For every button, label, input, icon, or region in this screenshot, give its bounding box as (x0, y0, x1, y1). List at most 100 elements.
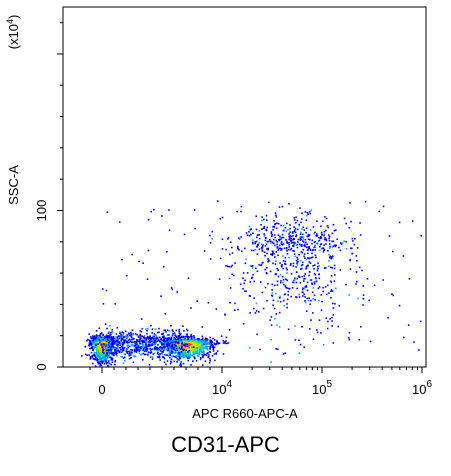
event-dot (165, 348, 167, 351)
event-dot (283, 283, 285, 286)
event-dot (92, 358, 95, 360)
event-dot (300, 264, 303, 267)
event-dot (196, 341, 198, 343)
event-dot (315, 280, 318, 282)
event-dot (168, 344, 171, 347)
event-dot (267, 247, 269, 250)
event-dot (112, 336, 115, 338)
event-dot (121, 338, 124, 341)
event-dot (179, 357, 182, 360)
event-dot (143, 341, 146, 343)
event-dot (270, 316, 273, 318)
event-dot (271, 241, 274, 244)
event-dot (184, 335, 187, 338)
event-dot (258, 237, 261, 240)
event-dot (93, 343, 95, 345)
event-dot (106, 339, 109, 341)
event-dot (273, 226, 275, 228)
event-dot (245, 232, 248, 234)
event-dot (208, 354, 210, 356)
event-dot (332, 342, 335, 344)
event-dot (170, 287, 173, 289)
event-dot (231, 264, 234, 267)
event-dot (102, 339, 105, 341)
event-dot (332, 314, 335, 316)
event-dot (320, 231, 323, 234)
event-dot (322, 286, 324, 289)
event-dot (195, 344, 198, 346)
event-dot (351, 237, 354, 240)
event-dot (162, 340, 165, 342)
event-dot (304, 300, 306, 302)
event-dot (193, 338, 196, 341)
event-dot (275, 251, 277, 253)
event-dot (327, 320, 329, 323)
event-dot (88, 354, 90, 356)
event-dot (303, 278, 305, 281)
event-dot (160, 295, 162, 297)
event-dot (301, 218, 303, 220)
event-dot (286, 222, 288, 225)
event-dot (280, 280, 282, 282)
event-dot (160, 337, 162, 340)
event-dot (181, 355, 183, 358)
event-dot (255, 245, 258, 248)
event-dot (272, 250, 274, 253)
event-dot (84, 345, 87, 348)
event-dot (297, 241, 299, 243)
event-dot (163, 340, 166, 342)
event-dot (312, 338, 315, 340)
event-dot (174, 334, 176, 336)
event-dot (109, 342, 112, 345)
event-dot (197, 355, 200, 357)
event-dot (229, 253, 231, 256)
event-dots (81, 200, 422, 367)
event-dot (194, 343, 197, 345)
event-dot (293, 226, 295, 228)
event-dot (172, 355, 175, 357)
event-dot (169, 354, 171, 357)
event-dot (272, 299, 275, 302)
event-dot (179, 348, 182, 350)
event-dot (135, 347, 137, 349)
event-dot (179, 363, 182, 365)
event-dot (179, 333, 181, 336)
event-dot (294, 255, 296, 258)
event-dot (145, 347, 147, 349)
event-dot (348, 338, 351, 341)
event-dot (218, 342, 221, 344)
event-dot (345, 248, 348, 250)
event-dot (92, 339, 95, 342)
event-dot (210, 339, 212, 342)
event-dot (133, 350, 136, 353)
event-dot (107, 335, 109, 337)
event-dot (130, 341, 133, 344)
event-dot (348, 294, 350, 296)
event-dot (289, 248, 292, 251)
event-dot (123, 336, 126, 338)
event-dot (293, 244, 295, 247)
event-dot (119, 332, 121, 335)
event-dot (153, 352, 156, 355)
event-dot (177, 335, 180, 337)
event-dot (114, 347, 116, 349)
event-dot (283, 229, 285, 232)
event-dot (95, 334, 98, 336)
event-dot (255, 302, 258, 305)
event-dot (362, 285, 364, 287)
event-dot (146, 345, 148, 347)
event-dot (332, 245, 335, 247)
event-dot (90, 351, 93, 354)
event-dot (208, 361, 211, 364)
event-dot (275, 239, 277, 242)
event-dot (84, 353, 87, 356)
event-dot (117, 349, 119, 352)
event-dot (170, 349, 173, 351)
event-dot (198, 343, 200, 345)
event-dot (136, 349, 139, 351)
event-dot (166, 354, 169, 356)
event-dot (288, 233, 290, 235)
event-dot (90, 347, 92, 349)
event-dot (123, 346, 126, 349)
event-dot (275, 216, 278, 218)
